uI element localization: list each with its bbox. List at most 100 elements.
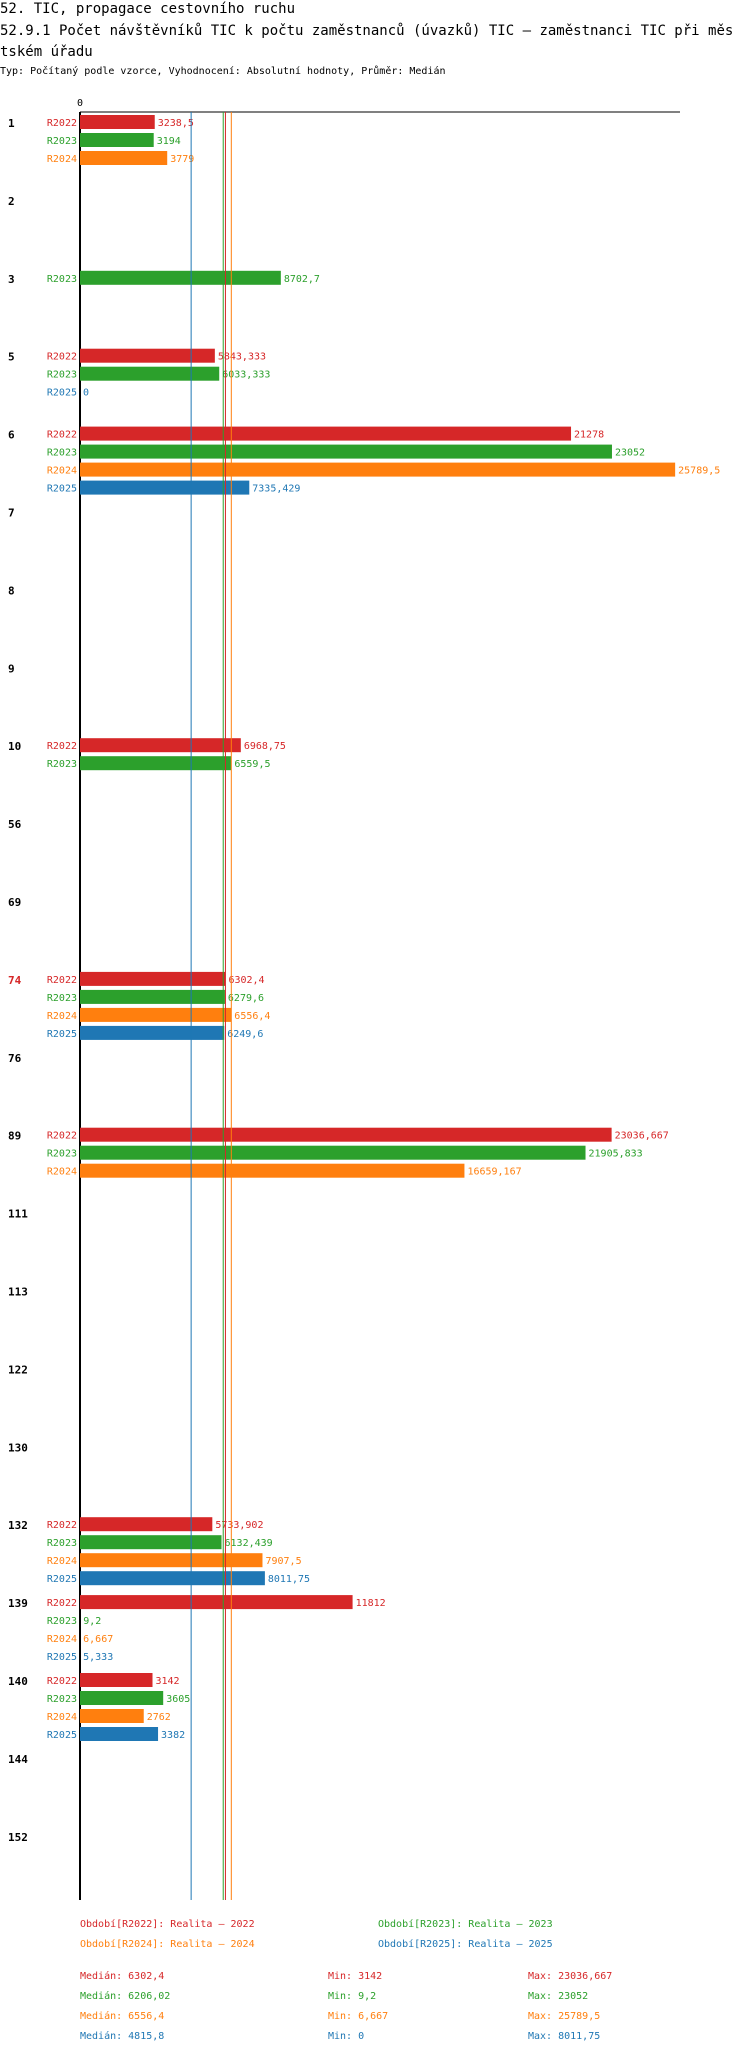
bar-value-label: 6302,4	[228, 975, 264, 986]
series-label: R2022	[47, 430, 77, 441]
stat-max: Max: 23036,667	[528, 1971, 612, 1982]
category-label: 132	[8, 1519, 28, 1532]
category-label: 113	[8, 1286, 28, 1299]
stat-min: Min: 9,2	[328, 1991, 376, 2002]
bar	[80, 115, 155, 129]
bar-value-label: 21278	[574, 430, 604, 441]
bar-value-label: 25789,5	[678, 466, 720, 477]
series-label: R2022	[47, 1520, 77, 1531]
category-label: 5	[8, 351, 15, 364]
bar-value-label: 8011,75	[268, 1574, 310, 1585]
bar	[80, 462, 676, 477]
bar	[80, 1025, 225, 1040]
bar-value-label: 23036,667	[615, 1131, 669, 1142]
series-label: R2022	[47, 975, 77, 986]
bar	[80, 1673, 153, 1687]
series-label: R2024	[47, 1167, 77, 1178]
bar	[80, 1517, 213, 1532]
series-label: R2024	[47, 1011, 77, 1022]
category-label: 144	[8, 1753, 28, 1766]
series-label: R2024	[47, 1634, 77, 1645]
stat-median: Medián: 6206,02	[80, 1990, 170, 2002]
category-label: 140	[8, 1675, 28, 1688]
bar	[80, 1727, 159, 1741]
category-label: 2	[8, 195, 15, 208]
chart-title: 52. TIC, propagace cestovního ruchu	[0, 1, 296, 17]
bar	[80, 1127, 612, 1142]
bar	[80, 989, 225, 1004]
bar-value-label: 21905,833	[589, 1149, 643, 1160]
series-label: R2025	[47, 1574, 77, 1585]
bar	[80, 1163, 465, 1178]
stat-max: Max: 23052	[528, 1991, 588, 2002]
series-label: R2023	[47, 448, 77, 459]
legend-entry: Období[R2023]: Realita – 2023	[378, 1918, 553, 1930]
category-label: 3	[8, 273, 15, 286]
series-label: R2024	[47, 1556, 77, 1567]
bar	[80, 1691, 164, 1705]
bar-value-label: 6556,4	[234, 1011, 270, 1022]
bar	[80, 738, 241, 753]
category-label: 9	[8, 662, 15, 675]
stat-median: Medián: 6556,4	[80, 2010, 164, 2022]
x-axis-zero-label: 0	[77, 98, 83, 109]
bar	[80, 1595, 353, 1610]
series-label: R2022	[47, 352, 77, 363]
bar	[80, 1535, 222, 1550]
category-label: 76	[8, 1052, 22, 1065]
series-label: R2025	[47, 1652, 77, 1663]
category-label: 7	[8, 507, 15, 520]
bar	[80, 1553, 263, 1568]
legend-entry: Období[R2024]: Realita – 2024	[80, 1938, 255, 1950]
bar-value-label: 3238,5	[158, 118, 194, 129]
category-label: 56	[8, 818, 22, 831]
bar	[80, 971, 226, 986]
series-label: R2024	[47, 154, 77, 165]
bar	[80, 1145, 586, 1160]
bar-value-label: 6033,333	[222, 370, 270, 381]
category-label: 89	[8, 1130, 21, 1143]
series-label: R2022	[47, 741, 77, 752]
stat-median: Medián: 4815,8	[80, 2030, 164, 2042]
bar-value-label: 3194	[157, 136, 181, 147]
category-label: 6	[8, 429, 15, 442]
series-label: R2023	[47, 136, 77, 147]
series-label: R2023	[47, 274, 77, 285]
bar-value-label: 16659,167	[467, 1167, 521, 1178]
chart-subtitle-main: 52.9.1 Počet návštěvníků TIC k počtu zam…	[0, 23, 734, 60]
bar-value-label: 6559,5	[234, 759, 270, 770]
bar	[80, 426, 572, 441]
bar	[80, 444, 612, 459]
bar-value-label: 6279,6	[228, 993, 264, 1004]
stat-max: Max: 8011,75	[528, 2031, 600, 2042]
series-label: R2023	[47, 1149, 77, 1160]
bar	[80, 366, 220, 381]
series-label: R2022	[47, 118, 77, 129]
category-label: 8	[8, 584, 15, 597]
bar-value-label: 2762	[147, 1712, 171, 1723]
series-label: R2023	[47, 1538, 77, 1549]
bar-value-label: 11812	[356, 1598, 386, 1609]
series-label: R2025	[47, 1730, 77, 1741]
bar	[80, 756, 232, 771]
bar-value-label: 8702,7	[284, 274, 320, 285]
bar-value-label: 5,333	[83, 1652, 113, 1663]
bar-value-label: 0	[83, 388, 89, 399]
stat-max: Max: 25789,5	[528, 2011, 600, 2022]
category-label: 74	[8, 974, 22, 987]
series-label: R2024	[47, 1712, 77, 1723]
stat-median: Medián: 6302,4	[80, 1970, 164, 1982]
series-label: R2023	[47, 993, 77, 1004]
bar-value-label: 5843,333	[218, 352, 266, 363]
bar-value-label: 3382	[161, 1730, 185, 1741]
series-label: R2024	[47, 466, 77, 477]
category-label: 69	[8, 896, 21, 909]
stat-min: Min: 3142	[328, 1971, 382, 1982]
category-label: 1	[8, 117, 15, 130]
bar-value-label: 23052	[615, 448, 645, 459]
chart-type-note: Typ: Počítaný podle vzorce, Vyhodnocení:…	[0, 66, 446, 77]
bar	[80, 480, 250, 495]
series-label: R2022	[47, 1598, 77, 1609]
bar	[80, 348, 215, 363]
